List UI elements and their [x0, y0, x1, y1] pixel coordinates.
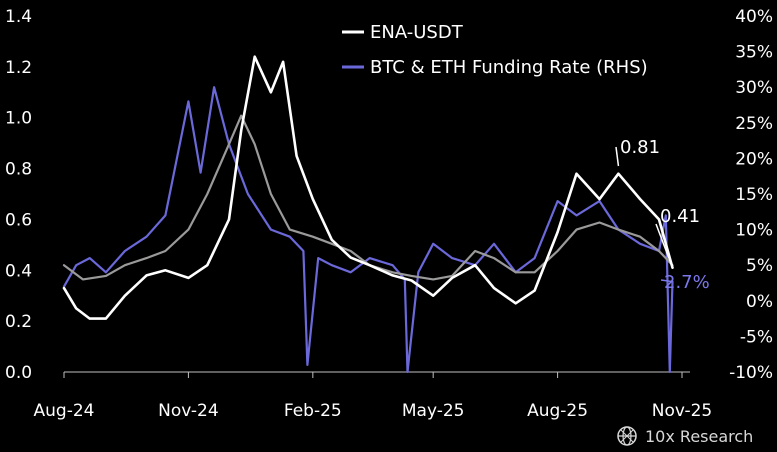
legend: ENA-USDT BTC & ETH Funding Rate (RHS) [342, 22, 648, 78]
right-tick-label: 15% [735, 185, 773, 205]
watermark: 10x Research [617, 426, 753, 446]
annotation-label-041: 0.41 [660, 206, 700, 227]
left-tick-label: 1.4 [5, 7, 32, 27]
right-tick-label: 35% [735, 43, 773, 63]
annotation-layer: 0.81 0.41 2.7% [615, 137, 710, 293]
x-tick-label: Nov-24 [158, 401, 219, 421]
right-tick-label: 5% [746, 256, 773, 276]
x-tick-label: Feb-25 [284, 401, 342, 421]
globe-icon [617, 426, 637, 446]
right-tick-label: 25% [735, 114, 773, 134]
left-tick-label: 0.2 [5, 312, 32, 332]
right-tick-label: -5% [740, 327, 773, 347]
x-axis-ticks: Aug-24 Nov-24 Feb-25 May-25 Aug-25 Nov-25 [34, 372, 713, 421]
right-tick-label: 0% [746, 292, 773, 312]
x-tick-label: Nov-25 [652, 401, 713, 421]
right-tick-label: -10% [729, 363, 773, 383]
x-tick-label: Aug-25 [527, 401, 588, 421]
right-tick-label: 20% [735, 149, 773, 169]
annotation-label-funding: 2.7% [664, 272, 710, 293]
right-tick-label: 30% [735, 78, 773, 98]
annotation-label-081: 0.81 [620, 137, 660, 158]
series-line-ena-usdt [62, 55, 674, 320]
legend-label-funding: BTC & ETH Funding Rate (RHS) [370, 57, 648, 78]
left-tick-label: 0.4 [5, 261, 32, 281]
series-line-average [62, 114, 674, 281]
left-tick-label: 1.0 [5, 109, 32, 129]
left-tick-label: 0.0 [5, 363, 32, 383]
watermark-text: 10x Research [645, 427, 753, 446]
legend-label-ena: ENA-USDT [370, 22, 464, 43]
left-axis-ticks: 0.0 0.2 0.4 0.6 0.8 1.0 1.2 1.4 [5, 7, 32, 383]
right-tick-label: 40% [735, 7, 773, 27]
left-tick-label: 0.6 [5, 210, 32, 230]
right-tick-label: 10% [735, 221, 773, 241]
right-axis-ticks: -10% -5% 0% 5% 10% 15% 20% 25% 30% 35% 40% [729, 7, 773, 383]
series-layer [62, 55, 674, 374]
left-tick-label: 1.2 [5, 58, 32, 78]
annotation-leader-081 [615, 146, 620, 167]
series-line-funding-rate [62, 86, 674, 374]
x-tick-label: May-25 [402, 401, 465, 421]
left-tick-label: 0.8 [5, 160, 32, 180]
x-tick-label: Aug-24 [34, 401, 95, 421]
annotation-leader-041 [655, 223, 674, 269]
annotation-leader-funding [660, 279, 673, 283]
